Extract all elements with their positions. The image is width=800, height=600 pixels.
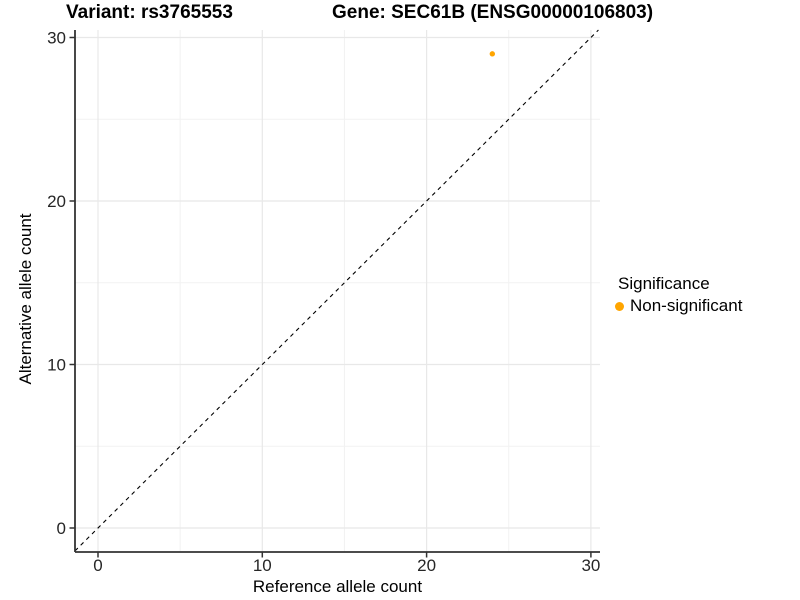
- y-tick-label: 10: [47, 356, 66, 375]
- legend: Significance Non-significant: [615, 274, 742, 316]
- legend-title: Significance: [618, 274, 710, 293]
- legend-item: Non-significant: [615, 296, 742, 316]
- y-tick-label: 0: [57, 519, 66, 538]
- x-tick-label: 10: [253, 556, 272, 575]
- x-axis-title: Reference allele count: [252, 577, 423, 596]
- y-axis-title: Alternative allele count: [16, 213, 35, 385]
- x-tick-label: 30: [581, 556, 600, 575]
- legend-dot-icon: [615, 301, 624, 311]
- x-tick-label: 0: [93, 556, 102, 575]
- data-point: [489, 51, 496, 57]
- y-tick-label: 20: [47, 192, 66, 211]
- gene-title: Gene: SEC61B (ENSG00000106803): [332, 2, 654, 23]
- identity-line: [74, 29, 599, 552]
- legend-item-label: Non-significant: [630, 296, 743, 315]
- y-tick-label: 30: [47, 29, 66, 48]
- variant-title: Variant: rs3765553: [66, 2, 233, 23]
- x-tick-label: 20: [417, 556, 436, 575]
